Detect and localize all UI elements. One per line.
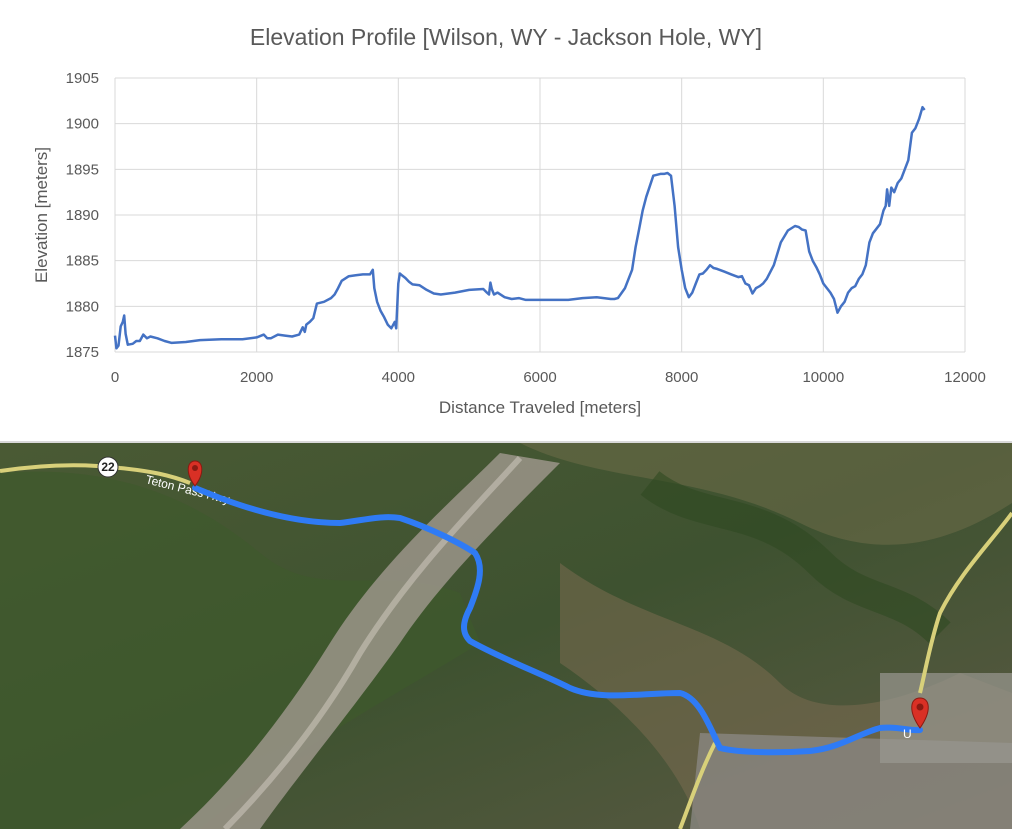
- river-channel: [222, 455, 523, 829]
- forest-area: [0, 471, 480, 829]
- end-marker[interactable]: [911, 697, 929, 729]
- chart-panel: Elevation Profile [Wilson, WY - Jackson …: [0, 24, 1012, 443]
- satellite-map[interactable]: 22 Teton Pass Hwy U: [0, 443, 1012, 829]
- x-axis-title: Distance Traveled [meters]: [439, 398, 641, 417]
- route-line[interactable]: [192, 485, 923, 756]
- x-tick-label: 12000: [944, 369, 986, 386]
- y-tick-label: 1895: [66, 161, 99, 178]
- y-axis-title: Elevation [meters]: [32, 147, 51, 283]
- x-tick-label: 4000: [382, 369, 415, 386]
- hillside-area: [520, 443, 1012, 545]
- elevation-chart: Elevation Profile [Wilson, WY - Jackson …: [32, 24, 986, 417]
- route-shield-label: 22: [101, 460, 115, 474]
- grid: [114, 77, 966, 353]
- y-tick-label: 1890: [66, 207, 99, 224]
- y-tick-label: 1885: [66, 253, 99, 270]
- y-tick-label: 1875: [66, 344, 99, 361]
- y-tick-label: 1905: [66, 70, 99, 87]
- tick-labels: 1875 1880 1885 1890 1895 1900 1905 0 2000 4000 600…: [66, 70, 986, 386]
- x-tick-label: 0: [111, 369, 119, 386]
- route-shield-22: [97, 456, 119, 478]
- map-canvas[interactable]: 22 Teton Pass Hwy U: [0, 443, 1012, 829]
- town-area: [880, 673, 1012, 763]
- chart-title: Elevation Profile [Wilson, WY - Jackson …: [250, 24, 762, 50]
- x-tick-label: 8000: [665, 369, 698, 386]
- ridge-shadow: [640, 470, 951, 644]
- highway-22: [0, 463, 191, 485]
- x-tick-label: 10000: [802, 369, 844, 386]
- y-tick-label: 1900: [66, 116, 99, 133]
- y-tick-label: 1880: [66, 298, 99, 315]
- start-marker[interactable]: [187, 460, 203, 487]
- x-tick-label: 6000: [523, 369, 556, 386]
- highway-south: [678, 742, 717, 829]
- series-layer: [113, 105, 926, 350]
- elevation-series-line: [113, 105, 926, 350]
- highway-north: [918, 511, 1012, 694]
- town-label: U: [903, 727, 912, 741]
- x-tick-label: 2000: [240, 369, 273, 386]
